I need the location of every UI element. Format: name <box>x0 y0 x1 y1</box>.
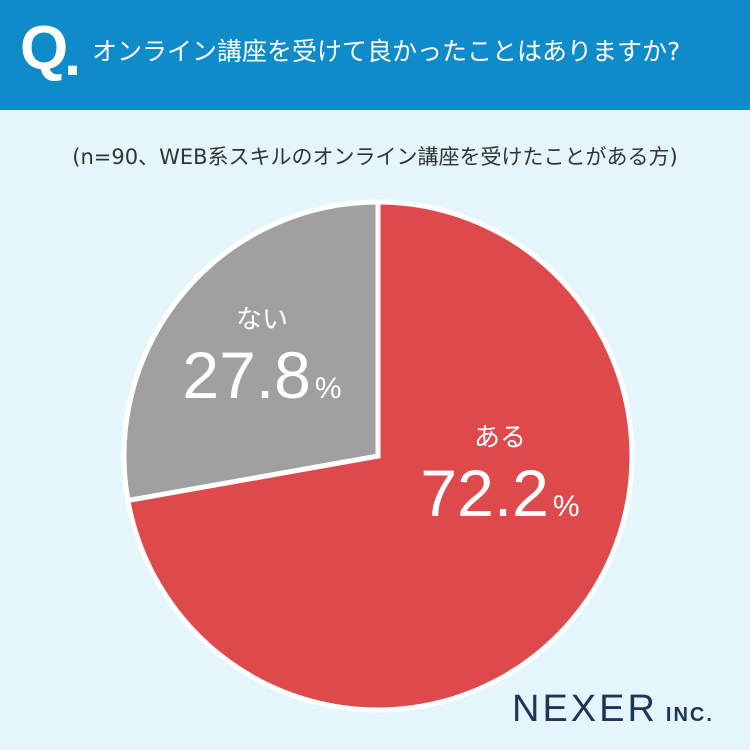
slice-value-nai: 27.8% <box>182 338 341 412</box>
slice-value-unit-aru: % <box>553 490 580 523</box>
pie-slice-nai <box>121 199 381 504</box>
q-dot: . <box>64 20 82 89</box>
sample-note: (n=90、WEB系スキルのオンライン講座を受けたことがある方) <box>72 145 678 169</box>
header-bar: Q . オンライン講座を受けて良かったことはありますか? <box>0 0 750 110</box>
slice-value-aru: 72.2% <box>420 456 579 530</box>
nexer-logo: NEXER INC. <box>512 688 714 731</box>
question-title: オンライン講座を受けて良かったことはありますか? <box>92 37 681 66</box>
slice-value-number-aru: 72.2 <box>420 456 548 530</box>
slice-label-aru: ある <box>474 423 526 453</box>
slice-value-number-nai: 27.8 <box>182 338 310 412</box>
q-mark: Q <box>20 14 69 83</box>
slice-value-unit-nai: % <box>315 372 342 405</box>
slice-label-nai: ない <box>236 305 288 335</box>
logo-name: NEXER <box>512 688 658 730</box>
logo-suffix: INC. <box>665 704 714 726</box>
